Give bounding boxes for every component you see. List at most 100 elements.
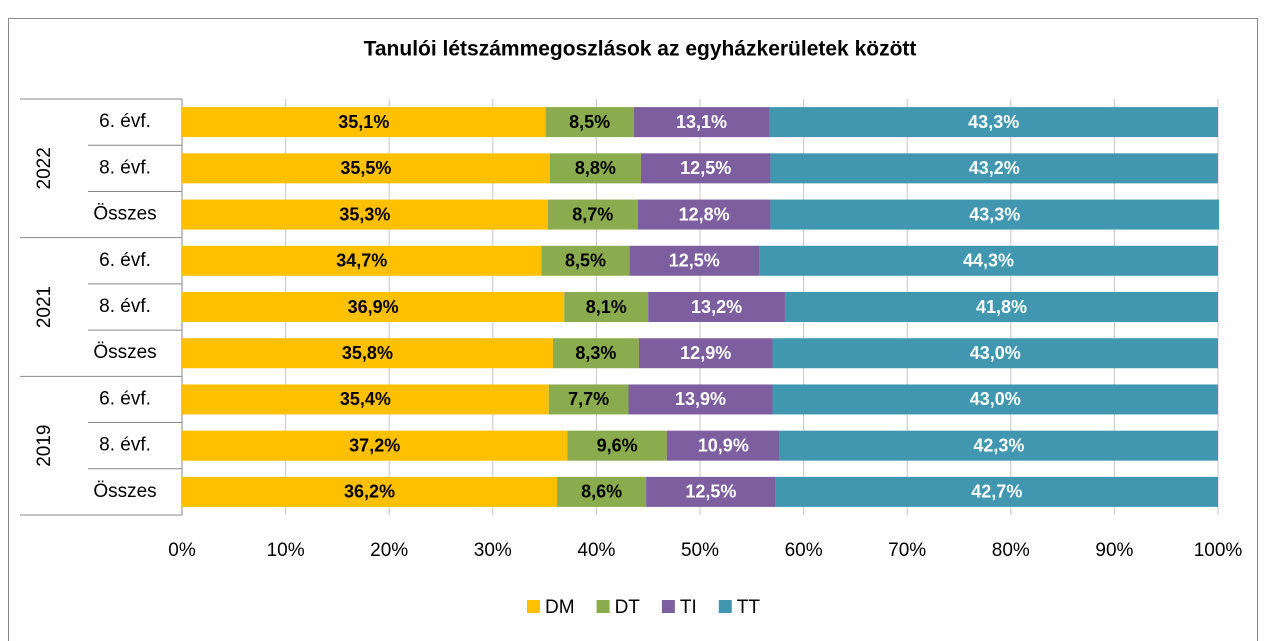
data-label: 36,2%	[344, 482, 395, 502]
bar-segment	[775, 476, 1218, 507]
data-label: 10,9%	[698, 435, 749, 455]
bar-segment	[182, 199, 548, 230]
bar-segment	[628, 384, 773, 415]
y-tick-label: 6. évf.	[99, 388, 151, 409]
bar-segment	[552, 338, 639, 369]
legend-swatch	[718, 600, 732, 613]
data-label: 8,6%	[581, 482, 622, 502]
data-label: 12,9%	[680, 343, 731, 363]
group-label: 2019	[34, 425, 55, 467]
data-label: 7,7%	[568, 389, 609, 409]
x-tick-label: 0%	[168, 540, 196, 561]
x-tick-label: 80%	[992, 540, 1030, 561]
chart-title: Tanulói létszámmegoszlások az egyházkerü…	[364, 38, 917, 61]
x-tick-label: 40%	[577, 540, 615, 561]
data-label: 13,1%	[676, 112, 727, 132]
data-label: 8,8%	[575, 158, 616, 178]
y-tick-label: Összes	[93, 204, 156, 225]
data-label: 35,1%	[338, 112, 389, 132]
data-label: 8,5%	[569, 112, 610, 132]
data-label: 12,8%	[679, 204, 730, 224]
legend-swatch	[527, 600, 540, 613]
data-label: 42,3%	[973, 435, 1024, 455]
data-label: 12,5%	[669, 251, 720, 271]
data-label: 35,3%	[339, 204, 390, 224]
bar-segment	[182, 153, 550, 184]
data-label: 8,7%	[572, 204, 613, 224]
bar-segment	[548, 384, 629, 415]
x-tick-label: 90%	[1095, 540, 1133, 561]
data-label: 35,5%	[340, 158, 391, 178]
bar-segment	[182, 338, 553, 369]
data-label: 13,2%	[691, 297, 742, 317]
x-tick-label: 50%	[681, 540, 719, 561]
bar-segment	[549, 153, 641, 184]
bar-segment	[772, 384, 1218, 415]
data-label: 8,3%	[575, 343, 616, 363]
bar-segment	[547, 199, 638, 230]
y-tick-label: Összes	[93, 481, 156, 502]
bar-segment	[629, 245, 760, 276]
data-label: 13,9%	[675, 389, 726, 409]
bar-segment	[770, 199, 1220, 230]
legend-label: TI	[680, 597, 697, 618]
data-label: 43,3%	[968, 112, 1019, 132]
data-label: 12,5%	[685, 482, 736, 502]
x-tick-label: 10%	[267, 540, 305, 561]
legend-label: DT	[615, 597, 641, 618]
bar-segment	[182, 245, 542, 276]
bar-segment	[638, 338, 773, 369]
bar-segment	[564, 292, 649, 322]
y-tick-label: 6. évf.	[99, 250, 151, 271]
bar-segment	[666, 430, 780, 461]
data-label: 43,0%	[970, 343, 1021, 363]
y-tick-label: 8. évf.	[99, 435, 151, 456]
legend-swatch	[596, 600, 610, 613]
data-label: 9,6%	[597, 435, 638, 455]
data-label: 34,7%	[336, 251, 387, 271]
bar-segment	[646, 476, 776, 507]
legend-swatch	[661, 600, 675, 613]
bar-segment	[182, 292, 565, 322]
data-label: 8,5%	[565, 251, 606, 271]
y-tick-label: 8. évf.	[99, 296, 151, 317]
bar-segment	[182, 430, 568, 461]
group-label: 2021	[34, 286, 55, 328]
data-label: 36,9%	[348, 297, 399, 317]
data-label: 35,8%	[342, 343, 393, 363]
data-label: 37,2%	[349, 435, 400, 455]
data-label: 35,4%	[340, 389, 391, 409]
y-tick-label: 8. évf.	[99, 157, 151, 178]
data-label: 43,3%	[969, 204, 1020, 224]
legend-label: DM	[545, 597, 575, 618]
data-label: 43,2%	[969, 158, 1020, 178]
bar-segment	[545, 107, 634, 138]
x-tick-label: 70%	[888, 540, 926, 561]
bar-segment	[640, 153, 771, 184]
bar-segment	[541, 245, 630, 276]
bar-segment	[779, 430, 1218, 461]
bar-segment	[633, 107, 770, 138]
bar-segment	[769, 107, 1218, 138]
bar-segment	[637, 199, 771, 230]
y-tick-label: 6. évf.	[99, 111, 151, 132]
data-label: 41,8%	[976, 297, 1027, 317]
data-label: 42,7%	[971, 482, 1022, 502]
x-tick-label: 30%	[474, 540, 512, 561]
data-label: 12,5%	[680, 158, 731, 178]
y-tick-label: Összes	[93, 342, 156, 363]
data-label: 8,1%	[586, 297, 627, 317]
bar-segment	[182, 476, 558, 507]
bar-segment	[648, 292, 785, 322]
x-tick-label: 60%	[785, 540, 823, 561]
group-label: 2022	[34, 147, 55, 189]
bar-segment	[182, 107, 546, 138]
bar-segment	[567, 430, 667, 461]
x-tick-label: 20%	[370, 540, 408, 561]
bar-segment	[557, 476, 647, 507]
x-tick-label: 100%	[1194, 540, 1243, 561]
bar-segment	[770, 153, 1218, 184]
data-label: 43,0%	[970, 389, 1021, 409]
bar-segment	[772, 338, 1218, 369]
